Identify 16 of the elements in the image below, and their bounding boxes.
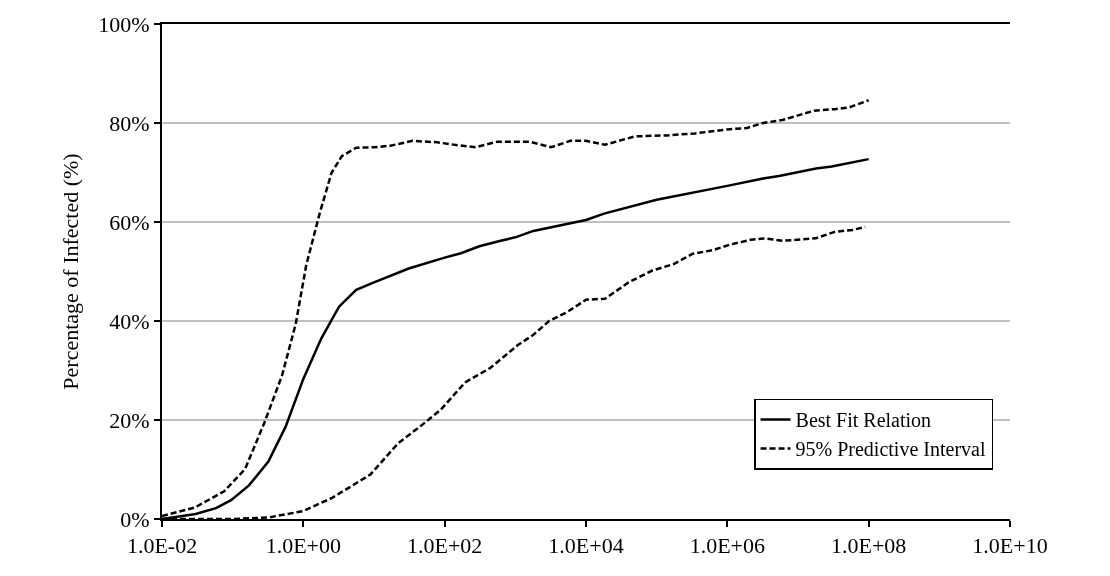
x-tick-label: 1.0E+04 xyxy=(548,533,624,559)
x-tick-label: 1.0E-02 xyxy=(126,533,198,559)
x-tick-label: 1.0E+00 xyxy=(265,533,342,559)
legend-label: Best Fit Relation xyxy=(795,409,932,432)
y-tick-label: 60% xyxy=(109,209,150,235)
y-tick-label: 80% xyxy=(109,110,150,136)
x-tick-label: 1.0E+06 xyxy=(689,533,766,559)
x-tick-label: 1.0E+10 xyxy=(972,533,1048,559)
y-tick-label: 0% xyxy=(120,506,150,532)
x-tick-label: 1.0E+02 xyxy=(406,533,483,559)
x-tick-label: 1.0E+08 xyxy=(830,533,907,559)
legend-label: 95% Predictive Interval xyxy=(795,438,986,461)
y-tick-label: 40% xyxy=(109,308,150,334)
y-tick-label: 100% xyxy=(98,11,150,37)
y-tick-label: 20% xyxy=(109,407,150,433)
y-axis-title: Percentage of Infected (%) xyxy=(57,153,83,390)
